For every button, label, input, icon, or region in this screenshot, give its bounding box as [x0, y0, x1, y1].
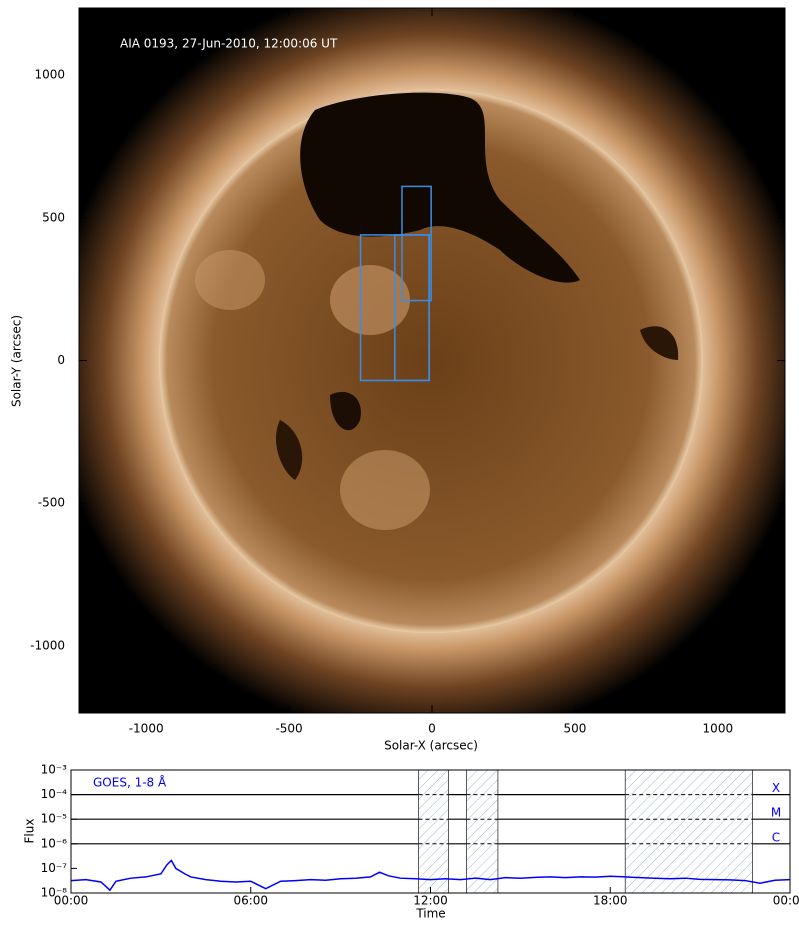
- y-tick-label: -1000: [30, 638, 65, 652]
- y-tick-label: 10⁻⁶: [41, 836, 68, 850]
- x-tick-label: 0: [428, 722, 436, 736]
- y-axis-label: Solar-Y (arcsec): [10, 315, 24, 407]
- x-tick-label: 06:00: [233, 894, 268, 908]
- flare-class-label: M: [771, 806, 781, 820]
- y-tick-label: 10⁻⁴: [41, 787, 68, 801]
- image-annotation: AIA 0193, 27-Jun-2010, 12:00:06 UT: [120, 37, 338, 51]
- highlight-span: [466, 769, 499, 894]
- highlight-span: [418, 769, 449, 894]
- y-tick-label: 10⁻³: [41, 763, 68, 777]
- y-tick-label: 0: [57, 353, 65, 367]
- y-axis-label: Flux: [23, 819, 37, 844]
- region-box: [401, 185, 432, 302]
- highlight-span: [624, 769, 753, 894]
- x-tick-label: -500: [275, 722, 302, 736]
- solar-image: [79, 8, 785, 713]
- x-tick-label: 12:00: [413, 894, 448, 908]
- x-tick-label: 1000: [703, 722, 734, 736]
- y-tick-label: 10⁻⁷: [41, 861, 68, 875]
- y-tick-label: 500: [42, 210, 65, 224]
- flare-class-label: C: [772, 830, 780, 844]
- x-tick-label: 00:00: [54, 894, 89, 908]
- y-tick-label: 1000: [34, 68, 65, 82]
- y-tick-label: -500: [38, 496, 65, 510]
- flux-line: [70, 859, 791, 892]
- region-box: [394, 234, 430, 382]
- x-tick-label: -1000: [129, 722, 164, 736]
- y-tick-label: 10⁻⁸: [41, 886, 68, 900]
- x-tick-label: 500: [563, 722, 586, 736]
- y-tick-label: 10⁻⁵: [41, 812, 68, 826]
- x-axis-label: Solar-X (arcsec): [384, 739, 478, 753]
- x-tick-label: 00:00: [773, 894, 799, 908]
- x-axis-label: Time: [415, 907, 445, 921]
- x-tick-label: 18:00: [593, 894, 628, 908]
- goes-annotation: GOES, 1-8 Å: [93, 775, 167, 790]
- flare-class-label: X: [772, 781, 780, 795]
